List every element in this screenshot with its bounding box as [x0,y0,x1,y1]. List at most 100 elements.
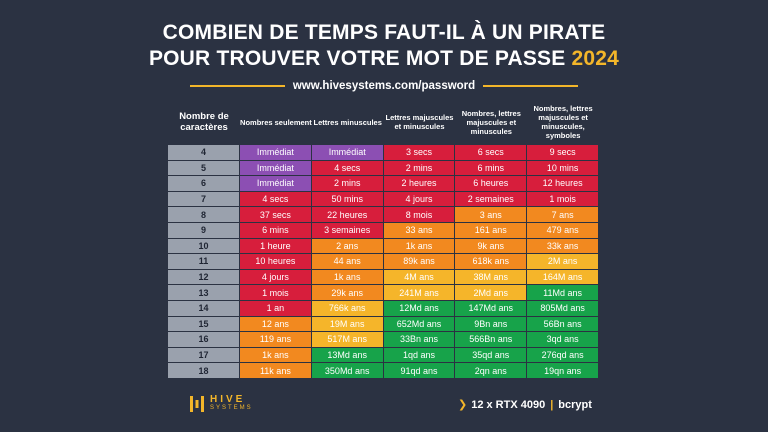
time-cell: 33k ans [527,238,599,255]
time-cell: 161 ans [455,222,528,239]
logo-sub: SYSTEMS [210,405,253,411]
time-cell: 2Md ans [455,285,528,301]
time-cell: 147Md ans [455,300,528,317]
title-line-2: POUR TROUVER VOTRE MOT DE PASSE 2024 [0,46,768,72]
time-cell: 9 secs [527,145,599,161]
time-cell: 4M ans [383,269,456,286]
time-cell: 4 jours [240,269,312,286]
algorithm-label: bcrypt [558,398,592,411]
time-cell: 37 secs [240,207,312,223]
time-cell: 91qd ans [383,363,456,379]
time-cell: 2 ans [311,238,384,255]
time-cell: 1k ans [311,269,384,286]
header-character-count: Nombre de caractères [179,111,229,133]
time-cell: 33Bn ans [383,332,456,348]
time-cell: 1qd ans [383,347,456,364]
table-row: 10 1 heure 2 ans 1k ans 9k ans 33k ans [168,238,599,255]
page-title: COMBIEN DE TEMPS FAUT-IL À UN PIRATE POU… [0,20,768,72]
header-lowercase: Lettres minuscules [313,117,382,127]
time-cell: 652Md ans [383,316,456,333]
time-cell: 766k ans [311,300,384,317]
time-cell: 89k ans [383,254,456,270]
time-cell: 1k ans [383,238,456,255]
time-cell: 3qd ans [527,332,599,348]
time-cell: 2 heures [383,176,456,192]
hive-hexagon-icon [190,396,204,412]
character-count-cell: 6 [168,176,240,192]
url-divider-right [483,85,578,87]
header-numbers-upper-lower-symbols: Nombres, lettres majuscules et minuscule… [533,104,593,140]
time-cell: 618k ans [455,254,528,270]
header-numbers-upper-lower: Nombres, lettres majuscules et minuscule… [461,108,521,136]
time-cell: 4 secs [240,191,312,208]
time-cell: 479 ans [527,222,599,239]
character-count-cell: 15 [168,316,240,333]
character-count-cell: 7 [168,191,240,208]
logo-name: HIVE [210,394,246,405]
url-row: www.hivesystems.com/password [190,78,578,94]
character-count-cell: 16 [168,332,240,348]
header-upper-lower: Lettres majuscules et minuscules [385,113,454,131]
title-line-2-text: POUR TROUVER VOTRE MOT DE PASSE [148,47,566,70]
time-cell: 241M ans [383,285,456,301]
footer-separator: | [550,398,554,411]
table-row: 5 Immédiat 4 secs 2 mins 6 mins 10 mins [168,160,599,177]
time-cell: 1 mois [527,191,599,208]
header-numbers-only: Nombres seulement [240,117,312,127]
time-cell: 9k ans [455,238,528,255]
time-cell: 19qn ans [527,363,599,379]
time-cell: Immédiat [240,176,312,192]
time-cell: 6 mins [240,222,312,239]
time-cell: 56Bn ans [527,316,599,333]
character-count-cell: 13 [168,285,240,301]
time-cell: 350Md ans [311,363,384,379]
time-cell: 12Md ans [383,300,456,317]
time-cell: 3 semaines [311,222,384,239]
time-cell: Immédiat [311,145,384,161]
table-row: 12 4 jours 1k ans 4M ans 38M ans 164M ans [168,269,599,286]
time-cell: 276qd ans [527,347,599,364]
time-cell: 805Md ans [527,300,599,317]
table-row: 11 10 heures 44 ans 89k ans 618k ans 2M ans [168,254,599,270]
character-count-cell: 5 [168,160,240,177]
time-cell: 164M ans [527,269,599,286]
password-time-table: 4 Immédiat Immédiat 3 secs 6 secs 9 secs 5 Immé… [168,145,599,379]
time-cell: 3 secs [383,145,456,161]
time-cell: 4 secs [311,160,384,177]
table-row: 13 1 mois 29k ans 241M ans 2Md ans 11Md ans [168,285,599,301]
character-count-cell: 10 [168,238,240,255]
table-row: 4 Immédiat Immédiat 3 secs 6 secs 9 secs [168,145,599,161]
source-url: www.hivesystems.com/password [292,80,476,92]
time-cell: Immédiat [240,160,312,177]
time-cell: 33 ans [383,222,456,239]
time-cell: 10 mins [527,160,599,177]
time-cell: 38M ans [455,269,528,286]
hardware-info: ❯ 12 x RTX 4090 | bcrypt [458,398,592,412]
character-count-cell: 12 [168,269,240,286]
time-cell: 119 ans [240,332,312,348]
time-cell: 12 ans [240,316,312,333]
time-cell: 35qd ans [455,347,528,364]
time-cell: 11Md ans [527,285,599,301]
time-cell: 19M ans [311,316,384,333]
character-count-cell: 18 [168,363,240,379]
character-count-cell: 9 [168,222,240,239]
time-cell: 6 secs [455,145,528,161]
table-row: 18 11k ans 350Md ans 91qd ans 2qn ans 19qn an… [168,363,599,379]
table-row: 14 1 an 766k ans 12Md ans 147Md ans 805Md ans [168,300,599,317]
time-cell: 6 mins [455,160,528,177]
time-cell: 517M ans [311,332,384,348]
time-cell: 4 jours [383,191,456,208]
table-row: 17 1k ans 13Md ans 1qd ans 35qd ans 276qd ans [168,347,599,364]
time-cell: 566Bn ans [455,332,528,348]
character-count-cell: 11 [168,254,240,270]
time-cell: 44 ans [311,254,384,270]
title-line-1: COMBIEN DE TEMPS FAUT-IL À UN PIRATE [162,21,606,44]
time-cell: 3 ans [455,207,528,223]
time-cell: 1k ans [240,347,312,364]
table-row: 6 Immédiat 2 mins 2 heures 6 heures 12 heures [168,176,599,192]
url-divider-left [190,85,285,87]
time-cell: 10 heures [240,254,312,270]
